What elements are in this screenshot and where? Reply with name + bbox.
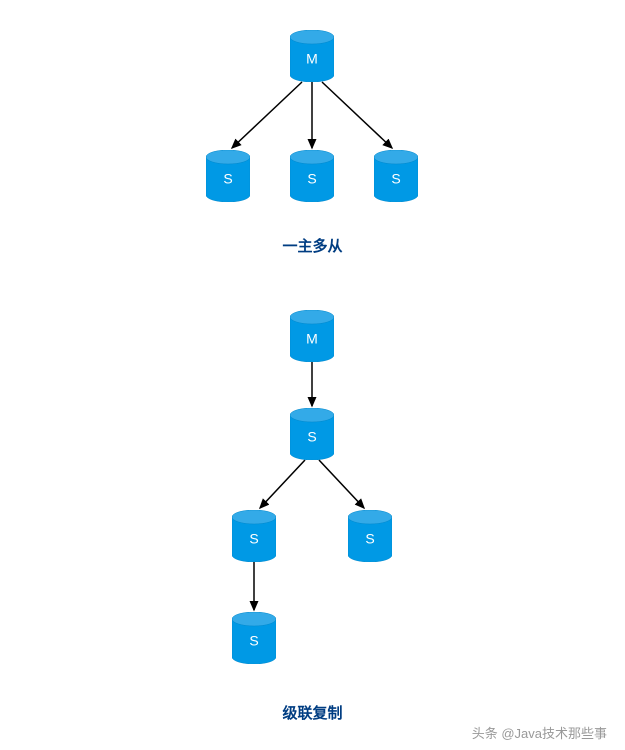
db-label-s3: S (391, 171, 400, 187)
db-label-m2: M (306, 331, 318, 347)
db-node-s3: S (374, 150, 418, 202)
diagram1-caption: 一主多从 (0, 235, 625, 256)
watermark-text: 头条 @Java技术那些事 (472, 723, 607, 742)
db-node-s21: S (290, 408, 334, 460)
edge-s21-s23 (319, 460, 364, 508)
db-node-m2: M (290, 310, 334, 362)
edge-s21-s22 (260, 460, 305, 508)
db-node-m1: M (290, 30, 334, 82)
db-label-s22: S (249, 531, 258, 547)
edge-m1-s3 (322, 82, 392, 148)
db-label-s2: S (307, 171, 316, 187)
edge-m1-s1 (232, 82, 302, 148)
db-label-s21: S (307, 429, 316, 445)
db-node-s24: S (232, 612, 276, 664)
db-node-s23: S (348, 510, 392, 562)
db-label-s1: S (223, 171, 232, 187)
db-node-s2: S (290, 150, 334, 202)
diagram2-caption: 级联复制 (0, 702, 625, 723)
arrow-layer (0, 0, 625, 750)
db-label-s24: S (249, 633, 258, 649)
db-node-s22: S (232, 510, 276, 562)
db-label-s23: S (365, 531, 374, 547)
db-label-m1: M (306, 51, 318, 67)
db-node-s1: S (206, 150, 250, 202)
